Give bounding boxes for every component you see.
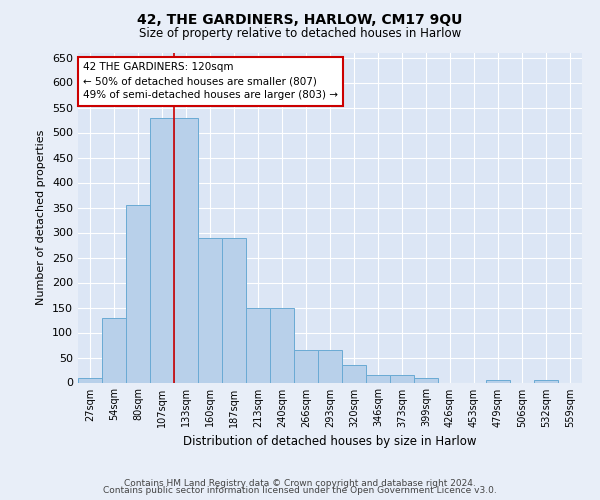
Bar xyxy=(390,375,414,382)
Y-axis label: Number of detached properties: Number of detached properties xyxy=(37,130,46,305)
Bar xyxy=(414,378,438,382)
Bar xyxy=(486,380,510,382)
Bar xyxy=(102,318,126,382)
Bar xyxy=(198,238,222,382)
Bar xyxy=(270,308,294,382)
Bar xyxy=(318,350,342,382)
Text: 42, THE GARDINERS, HARLOW, CM17 9QU: 42, THE GARDINERS, HARLOW, CM17 9QU xyxy=(137,12,463,26)
Bar xyxy=(534,380,558,382)
Bar xyxy=(150,118,174,382)
Bar xyxy=(366,375,390,382)
Bar xyxy=(222,238,246,382)
Bar xyxy=(246,308,270,382)
Bar xyxy=(342,365,366,382)
Text: 42 THE GARDINERS: 120sqm
← 50% of detached houses are smaller (807)
49% of semi-: 42 THE GARDINERS: 120sqm ← 50% of detach… xyxy=(83,62,338,100)
Text: Size of property relative to detached houses in Harlow: Size of property relative to detached ho… xyxy=(139,28,461,40)
Bar xyxy=(126,205,150,382)
Bar xyxy=(174,118,198,382)
Text: Contains public sector information licensed under the Open Government Licence v3: Contains public sector information licen… xyxy=(103,486,497,495)
Text: Contains HM Land Registry data © Crown copyright and database right 2024.: Contains HM Land Registry data © Crown c… xyxy=(124,478,476,488)
Bar xyxy=(294,350,318,382)
X-axis label: Distribution of detached houses by size in Harlow: Distribution of detached houses by size … xyxy=(183,435,477,448)
Bar xyxy=(78,378,102,382)
